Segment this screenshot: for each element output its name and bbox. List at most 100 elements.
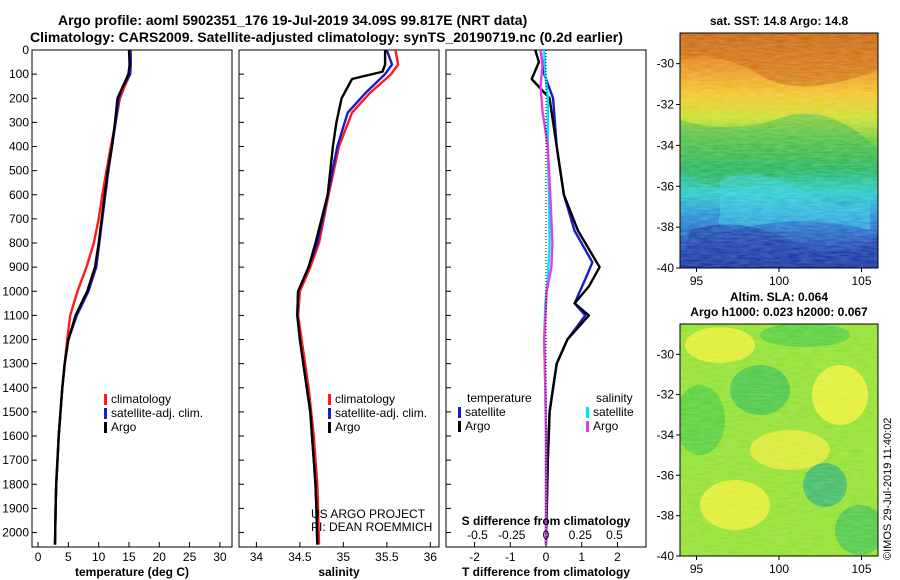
sla-map-subtitle: Argo h1000: 0.023 h2000: 0.067: [690, 305, 868, 319]
y-tick-label: 1400: [2, 381, 29, 395]
legend-swatch: [328, 394, 331, 405]
map-y-tick-label: -32: [657, 98, 675, 112]
y-tick-label: 2000: [2, 526, 29, 540]
s-tick-label: 0.5: [606, 528, 623, 542]
legend-label: satellite: [465, 405, 506, 419]
sla-map: [679, 323, 879, 557]
legend-swatch: [586, 407, 589, 418]
s-tick-label: -0.25: [498, 528, 526, 542]
y-tick-label: 1000: [2, 284, 29, 298]
x-tick-label: 34.5: [288, 550, 312, 564]
salinity-plot-frame: [238, 49, 440, 548]
x-tick-label: 30: [213, 550, 227, 564]
y-tick-label: 1200: [2, 333, 29, 347]
map-x-tick-label: 100: [769, 562, 789, 576]
map-y-tick-label: -34: [657, 428, 675, 442]
temperature-plot-frame: [31, 49, 233, 548]
series-line-t-argo: [530, 49, 601, 545]
x-tick-label: 35.5: [375, 550, 399, 564]
y-tick-label: 0: [22, 43, 29, 57]
figure-title-line2: Climatology: CARS2009. Satellite-adjuste…: [30, 29, 623, 45]
x-axis-label: T difference from climatology: [462, 565, 630, 579]
series-line-s-argo: [539, 49, 554, 545]
map-x-tick-label: 95: [690, 274, 704, 288]
x-tick-label: 2: [614, 550, 621, 564]
legend-title-salinity: salinity: [596, 391, 633, 405]
y-tick-label: 1500: [2, 405, 29, 419]
y-tick-label: 200: [9, 91, 29, 105]
s-tick-label: 0: [543, 528, 550, 542]
legend-swatch: [458, 407, 461, 418]
legend-label: satellite-adj. clim.: [111, 406, 203, 420]
x-tick-label: 34: [250, 550, 264, 564]
s-tick-label: 0.25: [569, 528, 593, 542]
y-tick-label: 500: [9, 164, 29, 178]
legend-label: Argo: [335, 420, 361, 434]
x-tick-label: 0: [543, 550, 550, 564]
map-y-tick-label: -36: [657, 468, 675, 482]
x-tick-label: 10: [92, 550, 106, 564]
legend-label: Argo: [111, 420, 137, 434]
legend-swatch: [328, 408, 331, 419]
series-line-argo: [296, 50, 387, 545]
y-tick-label: 400: [9, 140, 29, 154]
legend-swatch: [104, 394, 107, 405]
x-tick-label: 35: [337, 550, 351, 564]
y-tick-label: 600: [9, 188, 29, 202]
x-tick-label: 36: [424, 550, 438, 564]
x-axis-label: salinity: [318, 565, 360, 579]
y-tick-label: 900: [9, 260, 29, 274]
y-tick-label: 700: [9, 212, 29, 226]
legend-swatch: [586, 421, 589, 432]
x-tick-label: -1: [505, 550, 516, 564]
legend-label: climatology: [111, 392, 171, 406]
legend-label: climatology: [335, 392, 395, 406]
legend-label: Argo: [465, 419, 491, 433]
x-tick-label: 0: [35, 550, 42, 564]
y-tick-label: 300: [9, 115, 29, 129]
legend-swatch: [104, 422, 107, 433]
y-tick-label: 1700: [2, 453, 29, 467]
series-line-argo: [53, 49, 131, 545]
sst-map: [679, 32, 879, 269]
map-y-tick-label: -38: [657, 220, 675, 234]
project-annotation: US ARGO PROJECT: [311, 507, 426, 521]
map-x-tick-label: 95: [690, 562, 704, 576]
x-tick-label: 1: [578, 550, 585, 564]
sla-map-title: Altim. SLA: 0.064: [730, 290, 828, 304]
map-y-tick-label: -36: [657, 179, 675, 193]
x-tick-label: 25: [183, 550, 197, 564]
map-x-tick-label: 105: [851, 274, 871, 288]
s-axis-label: S difference from climatology: [462, 514, 631, 528]
x-tick-label: 20: [153, 550, 167, 564]
legend-label: satellite-adj. clim.: [335, 406, 427, 420]
y-tick-label: 1600: [2, 429, 29, 443]
sst-map-title: sat. SST: 14.8 Argo: 14.8: [710, 14, 849, 28]
series-line-climatology: [296, 49, 400, 545]
map-y-tick-label: -40: [657, 261, 675, 275]
x-axis-label: temperature (deg C): [75, 565, 189, 579]
legend-title-temperature: temperature: [467, 391, 532, 405]
map-x-tick-label: 100: [769, 274, 789, 288]
legend-swatch: [104, 408, 107, 419]
map-y-tick-label: -34: [657, 138, 675, 152]
legend-label: satellite: [593, 405, 634, 419]
x-tick-label: 5: [65, 550, 72, 564]
map-y-tick-label: -30: [657, 347, 675, 361]
s-tick-label: -0.5: [467, 528, 488, 542]
legend-swatch: [328, 422, 331, 433]
y-tick-label: 1800: [2, 477, 29, 491]
y-tick-label: 800: [9, 236, 29, 250]
y-tick-label: 1300: [2, 357, 29, 371]
x-tick-label: -2: [469, 550, 480, 564]
y-tick-label: 100: [9, 67, 29, 81]
legend-label: Argo: [593, 419, 619, 433]
map-y-tick-label: -38: [657, 509, 675, 523]
x-tick-label: 15: [122, 550, 136, 564]
map-x-tick-label: 105: [851, 562, 871, 576]
map-y-tick-label: -32: [657, 388, 675, 402]
y-tick-label: 1100: [3, 308, 29, 322]
pi-annotation: PI: DEAN ROEMMICH: [311, 520, 432, 534]
map-y-tick-label: -40: [657, 549, 675, 563]
